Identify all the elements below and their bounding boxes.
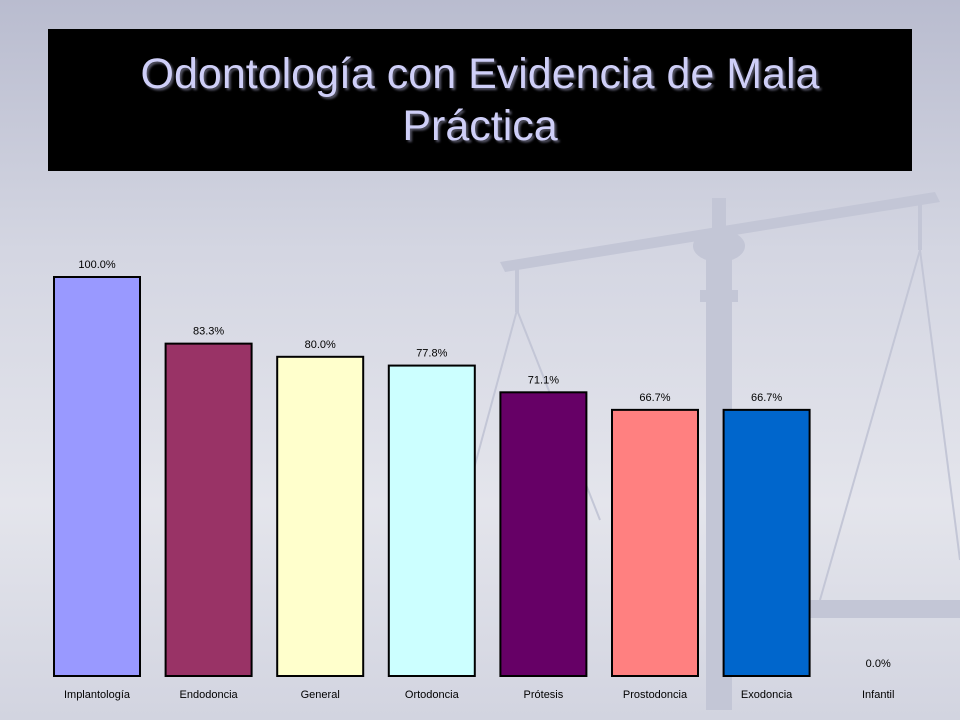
category-label-infantil: Infantil [862, 689, 894, 701]
data-label-ortodoncia: 77.8% [416, 348, 447, 360]
data-label-general: 80.0% [305, 339, 336, 351]
bar-prostodoncia [611, 408, 699, 677]
data-label-implantologia: 100.0% [78, 259, 116, 271]
bar-endodoncia [164, 342, 253, 677]
bar-ortodoncia [387, 364, 476, 677]
category-label-ortodoncia: Ortodoncia [405, 689, 460, 701]
title-banner: Odontología con Evidencia de Mala Prácti… [48, 29, 912, 171]
bar-protesis [499, 391, 588, 677]
data-label-prostodoncia: 66.7% [639, 392, 670, 404]
category-label-exodoncia: Exodoncia [741, 689, 793, 701]
data-label-exodoncia: 66.7% [751, 392, 782, 404]
bar-general [276, 355, 365, 677]
data-label-endodoncia: 83.3% [193, 326, 224, 338]
bar-implantologia [53, 276, 141, 677]
category-label-general: General [301, 689, 340, 701]
category-label-endodoncia: Endodoncia [180, 689, 239, 701]
slide-title: Odontología con Evidencia de Mala Prácti… [140, 50, 820, 150]
category-label-protesis: Prótesis [524, 689, 564, 701]
category-label-implantologia: Implantología [64, 689, 131, 701]
data-label-infantil: 0.0% [866, 658, 891, 670]
bar-exodoncia [722, 408, 811, 677]
category-label-prostodoncia: Prostodoncia [623, 689, 688, 701]
data-label-protesis: 71.1% [528, 374, 559, 386]
